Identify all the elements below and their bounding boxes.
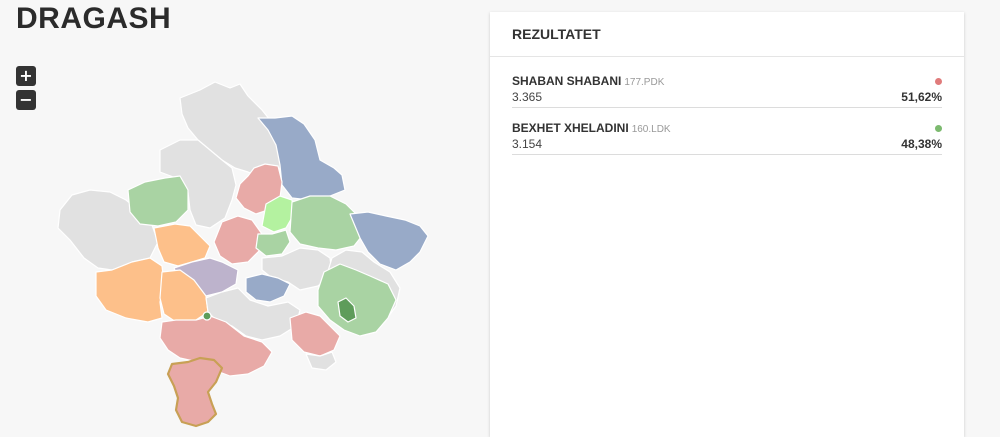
candidate-percent: 51,62%: [901, 90, 942, 104]
results-panel-header: REZULTATET: [490, 12, 964, 57]
map-region[interactable]: [245, 273, 291, 303]
results-panel-title: REZULTATET: [512, 26, 601, 42]
map-region[interactable]: [153, 223, 211, 267]
map-region[interactable]: [349, 211, 429, 271]
map-region[interactable]: [305, 351, 337, 371]
map-region[interactable]: [289, 311, 341, 357]
candidate-party: 177.PDK: [624, 77, 665, 88]
map-region[interactable]: [95, 257, 165, 323]
map-region[interactable]: [261, 195, 295, 233]
map-region[interactable]: [257, 115, 346, 201]
zoom-out-button[interactable]: −: [16, 90, 36, 110]
map-region[interactable]: [127, 175, 189, 227]
map-region[interactable]: [159, 269, 209, 323]
candidate-votes: 3.365: [512, 90, 543, 104]
candidate-color-dot: [935, 77, 942, 85]
map-region[interactable]: [289, 195, 366, 251]
candidate-percent: 48,38%: [901, 137, 942, 151]
municipality-title: DRAGASH: [16, 2, 172, 35]
candidate-name-line: BEXHET XHELADINI 160.LDK: [512, 119, 671, 137]
map-region[interactable]: [213, 215, 263, 265]
map-region[interactable]: [202, 311, 212, 321]
candidate-party: 160.LDK: [631, 124, 671, 135]
candidate-result: BEXHET XHELADINI 160.LDK 3.154 48,38%: [512, 118, 942, 155]
candidate-name: SHABAN SHABANI: [512, 74, 622, 88]
candidate-color-dot: [935, 124, 942, 132]
map-region[interactable]: [337, 297, 357, 323]
kosovo-municipality-map: [57, 81, 429, 428]
candidate-name-line: SHABAN SHABANI 177.PDK: [512, 72, 664, 90]
results-panel: REZULTATET SHABAN SHABANI 177.PDK 3.365 5…: [490, 12, 964, 437]
candidate-votes: 3.154: [512, 137, 543, 151]
map-region[interactable]: [317, 263, 397, 337]
zoom-in-button[interactable]: +: [16, 66, 36, 86]
selected-municipality-dragash[interactable]: [166, 356, 224, 428]
candidate-result: SHABAN SHABANI 177.PDK 3.365 51,62%: [512, 71, 942, 108]
candidate-name: BEXHET XHELADINI: [512, 121, 629, 135]
map-region[interactable]: [255, 229, 291, 257]
results-list: SHABAN SHABANI 177.PDK 3.365 51,62% BEXHE…: [490, 57, 964, 155]
